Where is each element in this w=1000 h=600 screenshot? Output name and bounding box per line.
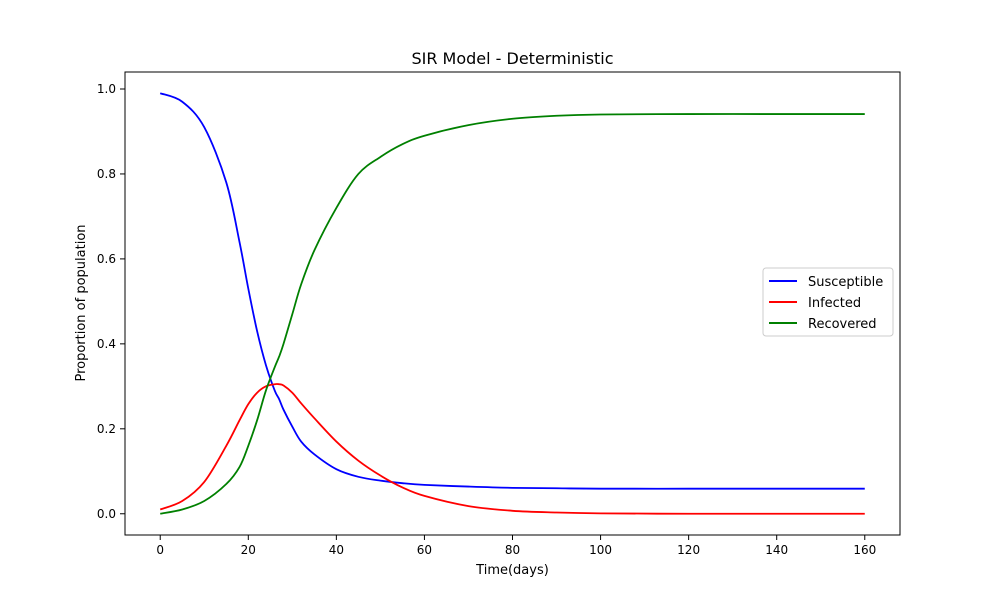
series-line-susceptible (159, 92, 865, 490)
legend: Susceptible Infected Recovered (762, 267, 894, 337)
y-axis-label: Proportion of population (74, 224, 89, 381)
x-axis-ticks: 0 20 40 60 80 100 120 140 160 (156, 535, 876, 557)
chart-title: SIR Model - Deterministic (411, 49, 613, 68)
x-tick-label: 0 (156, 543, 164, 557)
y-axis-ticks: 0.0 0.2 0.4 0.6 0.8 1.0 (97, 82, 125, 521)
series-line-infected (159, 383, 865, 515)
x-tick-label: 40 (329, 543, 344, 557)
legend-label-recovered: Recovered (808, 317, 877, 332)
y-tick-label: 0.8 (97, 167, 116, 181)
legend-label-susceptible: Susceptible (808, 275, 883, 290)
legend-box (762, 267, 894, 337)
x-tick-label: 160 (853, 543, 876, 557)
x-tick-label: 80 (505, 543, 520, 557)
series-line-recovered (160, 113, 865, 515)
y-tick-label: 0.0 (97, 507, 116, 521)
legend-label-infected: Infected (808, 296, 861, 311)
y-tick-label: 1.0 (97, 82, 116, 96)
x-tick-label: 120 (677, 543, 700, 557)
y-tick-label: 0.4 (97, 337, 116, 351)
x-axis-label: Time(days) (475, 563, 549, 578)
y-tick-label: 0.2 (97, 422, 116, 436)
y-tick-label: 0.6 (97, 252, 116, 266)
plot-curves (159, 92, 865, 515)
x-tick-label: 60 (417, 543, 432, 557)
x-tick-label: 100 (589, 543, 612, 557)
x-tick-label: 140 (765, 543, 788, 557)
x-tick-label: 20 (241, 543, 256, 557)
